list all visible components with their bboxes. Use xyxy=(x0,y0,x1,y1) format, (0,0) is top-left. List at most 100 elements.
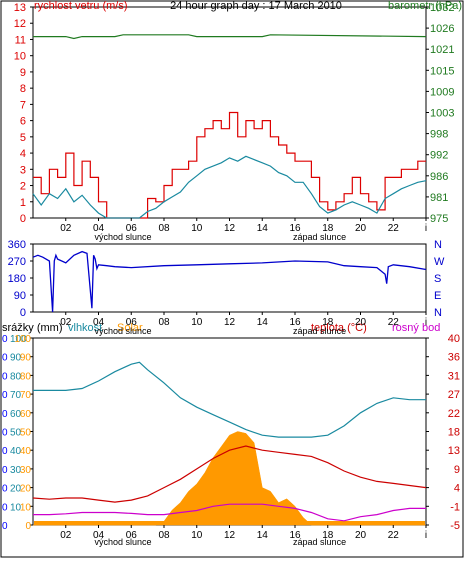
compass-tick-label: S xyxy=(434,273,441,285)
wind-tick-label: 12 xyxy=(14,18,26,30)
x-tick-label: 20 xyxy=(355,530,367,541)
x-tick-label: 22 xyxy=(388,317,400,328)
solar-axis-label: Solar xyxy=(117,322,143,334)
temperature-tick-label: 31 xyxy=(448,370,460,382)
solar-tick-label: 100 xyxy=(14,334,31,345)
temperature-tick-label: 18 xyxy=(448,427,460,439)
x-tick-label: 04 xyxy=(93,317,105,328)
wind-axis-label: rychlost vetru (m/s) xyxy=(34,0,128,12)
solar-tick-label: 10 xyxy=(20,502,32,513)
solar-tick-label: 80 xyxy=(20,371,32,382)
gust-line xyxy=(33,111,426,219)
wind-tick-label: 11 xyxy=(15,34,26,46)
rain-tick-label: 0 xyxy=(2,521,8,532)
solar-baseline xyxy=(34,521,425,525)
x-tick-label: 04 xyxy=(93,530,105,541)
x-tick-label: 16 xyxy=(289,530,301,541)
x-tick-label: 14 xyxy=(257,530,269,541)
solar-tick-label: 90 xyxy=(20,353,32,364)
rain-tick-label: 0 xyxy=(2,428,8,439)
pressure-line xyxy=(33,34,427,40)
x-tick-label: 18 xyxy=(322,317,334,328)
compass-tick-label: W xyxy=(434,256,445,268)
rain-tick-label: 0 xyxy=(2,465,8,476)
x-tick-label: 22 xyxy=(388,223,400,234)
rain-tick-label: 0 xyxy=(2,502,8,513)
x-tick-label: 18 xyxy=(322,223,334,234)
humidity-axis-label: vlhkost xyxy=(68,322,102,334)
temperature-tick-label: 9 xyxy=(454,464,460,476)
temperature-tick-label: -5 xyxy=(450,520,460,532)
x-tick-label: 12 xyxy=(224,530,236,541)
wind-tick-label: 13 xyxy=(14,2,26,14)
solar-tick-label: 50 xyxy=(20,428,32,439)
direction-tick-label: 360 xyxy=(8,239,26,251)
temperature-tick-label: -1 xyxy=(450,501,460,513)
compass-tick-label: N xyxy=(434,307,442,319)
x-tick-label: 10 xyxy=(191,317,203,328)
x-tick-label: 08 xyxy=(158,317,170,328)
pressure-tick-label: 998 xyxy=(430,129,448,141)
temperature-tick-label: 13 xyxy=(448,445,460,457)
humidity-tick-label: 10 xyxy=(10,502,22,513)
solar-area xyxy=(33,431,426,526)
pressure-tick-label: 981 xyxy=(430,192,448,204)
x-tick-label: i xyxy=(425,223,427,234)
sunset-label: západ slunce xyxy=(293,326,346,336)
dewpoint-line xyxy=(33,503,426,522)
compass-tick-label: N xyxy=(434,239,442,251)
wind-tick-label: 10 xyxy=(14,51,26,63)
x-tick-label: 16 xyxy=(289,317,301,328)
compass-tick-label: E xyxy=(434,290,441,302)
x-tick-label: 02 xyxy=(60,317,72,328)
direction-line xyxy=(32,250,427,313)
wind-tick-label: 5 xyxy=(20,132,26,144)
solar-tick-label: 30 xyxy=(20,465,32,476)
wind-line xyxy=(32,155,427,219)
x-tick-label: 20 xyxy=(355,317,367,328)
pressure-tick-label: 1015 xyxy=(430,65,454,77)
sunrise-label: východ slunce xyxy=(95,537,152,547)
sunset-label: západ slunce xyxy=(293,537,346,547)
chart-marks: 0123456789101112139759819869929981003100… xyxy=(2,2,460,547)
x-tick-label: 06 xyxy=(126,530,138,541)
pressure-tick-label: 986 xyxy=(430,171,448,183)
x-tick-label: 06 xyxy=(126,223,138,234)
rain-tick-label: 0 xyxy=(2,353,8,364)
x-tick-label: 20 xyxy=(355,223,367,234)
wind-tick-label: 0 xyxy=(20,213,26,225)
wind-tick-label: 3 xyxy=(20,164,26,176)
x-tick-label: 12 xyxy=(224,317,236,328)
humidity-tick-label: 70 xyxy=(10,390,22,401)
rain-tick-label: 0 xyxy=(2,334,8,345)
humidity-tick-label: 20 xyxy=(10,484,22,495)
wind-tick-label: 9 xyxy=(20,67,26,79)
pressure-tick-label: 992 xyxy=(430,150,448,162)
humidity-line xyxy=(33,361,426,438)
dewpoint-axis-label: rosný bod xyxy=(392,322,440,334)
x-tick-label: 22 xyxy=(388,530,400,541)
x-tick-label: 12 xyxy=(224,223,236,234)
x-tick-label: i xyxy=(425,317,427,328)
humidity-tick-label: 80 xyxy=(10,371,22,382)
wind-tick-label: 1 xyxy=(20,197,26,209)
humidity-tick-label: 30 xyxy=(10,465,22,476)
wind-tick-label: 7 xyxy=(20,99,26,111)
rain-tick-label: 0 xyxy=(2,446,8,457)
wind-tick-label: 8 xyxy=(20,83,26,95)
wind-tick-label: 4 xyxy=(20,148,26,160)
x-tick-label: 14 xyxy=(257,317,269,328)
temperature-line xyxy=(32,445,427,503)
pressure-tick-label: 1003 xyxy=(430,108,454,120)
temperature-tick-label: 36 xyxy=(448,352,460,364)
sunrise-label: východ slunce xyxy=(95,326,152,336)
rain-tick-label: 0 xyxy=(2,390,8,401)
pressure-tick-label: 1009 xyxy=(430,86,454,98)
solar-tick-label: 40 xyxy=(20,446,32,457)
x-tick-label: 06 xyxy=(126,317,138,328)
temperature-tick-label: 27 xyxy=(448,389,460,401)
x-tick-label: 10 xyxy=(191,530,203,541)
sunrise-label: východ slunce xyxy=(95,232,152,242)
